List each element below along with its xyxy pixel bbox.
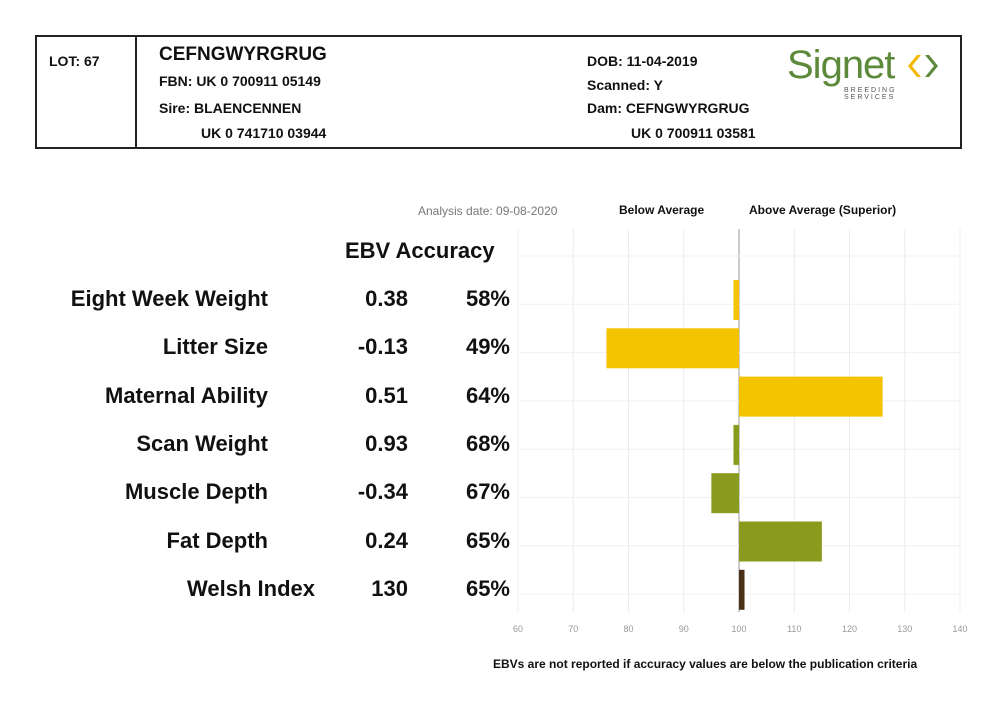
ebv-value: 0.93 [365,430,408,456]
sire-name: Sire: BLAENCENNEN [159,100,302,116]
analysis-date: Analysis date: 09-08-2020 [418,204,558,218]
ebv-value: -0.13 [357,334,408,360]
x-tick-70: 70 [568,624,578,634]
scanned-status: Scanned: Y [587,77,663,93]
accuracy-value: 64% [465,382,510,408]
logo-wordmark: Signet [787,43,895,87]
trait-label: Fat Depth [166,527,268,553]
dam-id: UK 0 700911 03581 [631,125,756,141]
ebv-value: 0.38 [365,286,408,311]
accuracy-value: 67% [465,479,510,505]
accuracy-value: 65% [465,527,510,553]
sire-id: UK 0 741710 03944 [201,125,327,141]
trait-label: Eight Week Weight [70,286,268,311]
x-tick-120: 120 [842,624,857,634]
x-tick-60: 60 [513,624,523,634]
ebv-value: 0.51 [365,382,408,408]
accuracy-value: 65% [465,575,510,601]
accuracy-value: 68% [465,430,510,456]
ebv-accuracy-heading: EBV Accuracy [345,238,495,263]
bar-litter-size [606,328,739,369]
x-tick-90: 90 [679,624,689,634]
ebv-value: -0.34 [357,479,408,505]
x-tick-140: 140 [952,624,967,634]
bar-fat-depth [739,521,822,562]
x-tick-110: 110 [787,624,801,634]
header-divider [135,37,137,147]
dam-name: Dam: CEFNGWYRGRUG [587,100,750,116]
date-of-birth: DOB: 11-04-2019 [587,53,698,69]
accuracy-value: 49% [465,334,510,360]
signet-logo: Signet BREEDING SERVICES [787,43,947,101]
x-tick-130: 130 [897,624,912,634]
bar-welsh-index [739,569,745,610]
publication-footnote: EBVs are not reported if accuracy values… [493,657,918,671]
ebv-value: 0.24 [365,527,408,553]
trait-label: Scan Weight [136,430,268,456]
below-average-label: Below Average [619,203,705,217]
bar-maternal-ability [739,376,883,417]
logo-subtitle: BREEDING SERVICES [844,87,897,101]
accuracy-value: 58% [465,286,510,311]
trait-label: Litter Size [162,334,268,360]
lot-number: LOT: 67 [49,53,100,69]
bar-eight-week-weight [733,280,739,320]
trait-label: Muscle Depth [124,479,268,505]
flock-book-number: FBN: UK 0 700911 05149 [159,73,321,89]
trait-label: Welsh Index [187,575,315,601]
animal-header-box: LOT: 67 CEFNGWYRGRUG FBN: UK 0 700911 05… [35,35,962,149]
logo-chevrons-icon [908,55,938,77]
x-tick-100: 100 [731,624,746,634]
x-tick-80: 80 [623,624,633,634]
trait-label: Maternal Ability [105,382,268,408]
bar-scan-weight [733,424,739,465]
ebv-value: 130 [371,575,408,601]
animal-name: CEFNGWYRGRUG [159,44,327,65]
above-average-label: Above Average (Superior) [749,203,897,217]
bar-muscle-depth [711,473,739,514]
